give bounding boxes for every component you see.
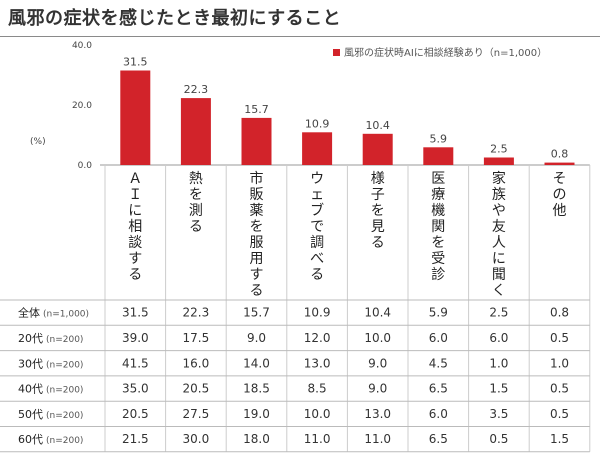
table-cell: 0.8 bbox=[550, 306, 569, 320]
category-label: ＡＩに相談する bbox=[128, 171, 142, 283]
table-row-label: 30代 (n=200) bbox=[18, 357, 83, 370]
table-cell: 21.5 bbox=[122, 432, 149, 446]
chart-title: 風邪の症状を感じたとき最初にすること bbox=[8, 8, 342, 29]
table-cell: 9.0 bbox=[247, 331, 266, 345]
table-cell: 17.5 bbox=[183, 331, 210, 345]
bar-value-label: 10.4 bbox=[365, 119, 390, 132]
table-cell: 20.5 bbox=[183, 382, 210, 396]
table-cell: 10.4 bbox=[364, 306, 391, 320]
table-cell: 0.5 bbox=[550, 331, 569, 345]
table-cell: 10.0 bbox=[364, 331, 391, 345]
title-divider bbox=[0, 36, 600, 37]
table-cell: 1.5 bbox=[550, 432, 569, 446]
category-label: 市販薬を服用する bbox=[250, 170, 264, 299]
bar-value-label: 10.9 bbox=[305, 117, 330, 130]
table-cell: 15.7 bbox=[243, 306, 270, 320]
bar bbox=[120, 70, 151, 165]
bar-value-label: 15.7 bbox=[244, 103, 269, 116]
y-tick-label: 20.0 bbox=[72, 101, 92, 111]
bar-value-label: 0.8 bbox=[551, 148, 569, 161]
table-cell: 18.5 bbox=[243, 382, 270, 396]
bar-value-label: 2.5 bbox=[490, 143, 508, 156]
bar-value-label: 31.5 bbox=[123, 56, 148, 69]
category-label: 熱を測る bbox=[189, 171, 203, 235]
table-cell: 22.3 bbox=[183, 306, 210, 320]
table-cell: 0.5 bbox=[489, 432, 508, 446]
table-cell: 3.5 bbox=[489, 407, 508, 421]
table-row-label: 40代 (n=200) bbox=[18, 383, 83, 396]
legend-label: 風邪の症状時AIに相談経験あり（n=1,000） bbox=[344, 46, 547, 59]
table-row-label: 全体 (n=1,000) bbox=[18, 306, 89, 320]
bar bbox=[302, 132, 333, 165]
bar bbox=[483, 157, 514, 165]
table-cell: 10.0 bbox=[304, 407, 331, 421]
table-cell: 9.0 bbox=[368, 382, 387, 396]
table-cell: 19.0 bbox=[243, 407, 270, 421]
table-cell: 5.9 bbox=[429, 306, 448, 320]
y-axis-label: (%) bbox=[30, 137, 46, 147]
table-row-label: 20代 (n=200) bbox=[18, 332, 83, 345]
legend-swatch bbox=[333, 49, 340, 56]
table-cell: 18.0 bbox=[243, 432, 270, 446]
table-cell: 6.0 bbox=[429, 407, 448, 421]
table-cell: 27.5 bbox=[183, 407, 210, 421]
table-cell: 9.0 bbox=[368, 356, 387, 370]
bar-value-label: 5.9 bbox=[430, 132, 448, 145]
table-cell: 35.0 bbox=[122, 382, 149, 396]
bar bbox=[241, 117, 272, 165]
table-cell: 1.0 bbox=[550, 356, 569, 370]
table-cell: 6.0 bbox=[429, 331, 448, 345]
table-cell: 6.5 bbox=[429, 432, 448, 446]
table-cell: 13.0 bbox=[364, 407, 391, 421]
table-cell: 14.0 bbox=[243, 356, 270, 370]
table-row-label: 60代 (n=200) bbox=[18, 433, 83, 446]
table-cell: 10.9 bbox=[304, 306, 331, 320]
table-cell: 1.0 bbox=[489, 356, 508, 370]
table-cell: 11.0 bbox=[304, 432, 331, 446]
category-label: 様子を見る bbox=[371, 171, 385, 251]
table-cell: 0.5 bbox=[550, 382, 569, 396]
bar bbox=[362, 133, 393, 165]
y-tick-label: 40.0 bbox=[72, 41, 92, 51]
table-cell: 13.0 bbox=[304, 356, 331, 370]
category-label: その他 bbox=[553, 171, 567, 219]
table-cell: 6.5 bbox=[429, 382, 448, 396]
table-cell: 0.5 bbox=[550, 407, 569, 421]
bar bbox=[544, 162, 575, 165]
table-cell: 16.0 bbox=[183, 356, 210, 370]
table-cell: 4.5 bbox=[429, 356, 448, 370]
bar-value-label: 22.3 bbox=[184, 83, 209, 96]
table-cell: 1.5 bbox=[489, 382, 508, 396]
table-cell: 30.0 bbox=[183, 432, 210, 446]
y-tick-label: 0.0 bbox=[78, 161, 93, 171]
table-row-label: 50代 (n=200) bbox=[18, 408, 83, 421]
table-cell: 12.0 bbox=[304, 331, 331, 345]
bar bbox=[180, 98, 211, 165]
category-label: ウェブで調べる bbox=[310, 171, 324, 283]
table-cell: 41.5 bbox=[122, 356, 149, 370]
table-cell: 8.5 bbox=[308, 382, 327, 396]
table-cell: 31.5 bbox=[122, 306, 149, 320]
category-label: 医療機関を受診 bbox=[431, 171, 445, 283]
category-label: 家族や友人に聞く bbox=[492, 170, 506, 299]
table-cell: 39.0 bbox=[122, 331, 149, 345]
table-cell: 6.0 bbox=[489, 331, 508, 345]
table-cell: 11.0 bbox=[364, 432, 391, 446]
table-cell: 2.5 bbox=[489, 306, 508, 320]
bar bbox=[423, 147, 454, 165]
table-cell: 20.5 bbox=[122, 407, 149, 421]
